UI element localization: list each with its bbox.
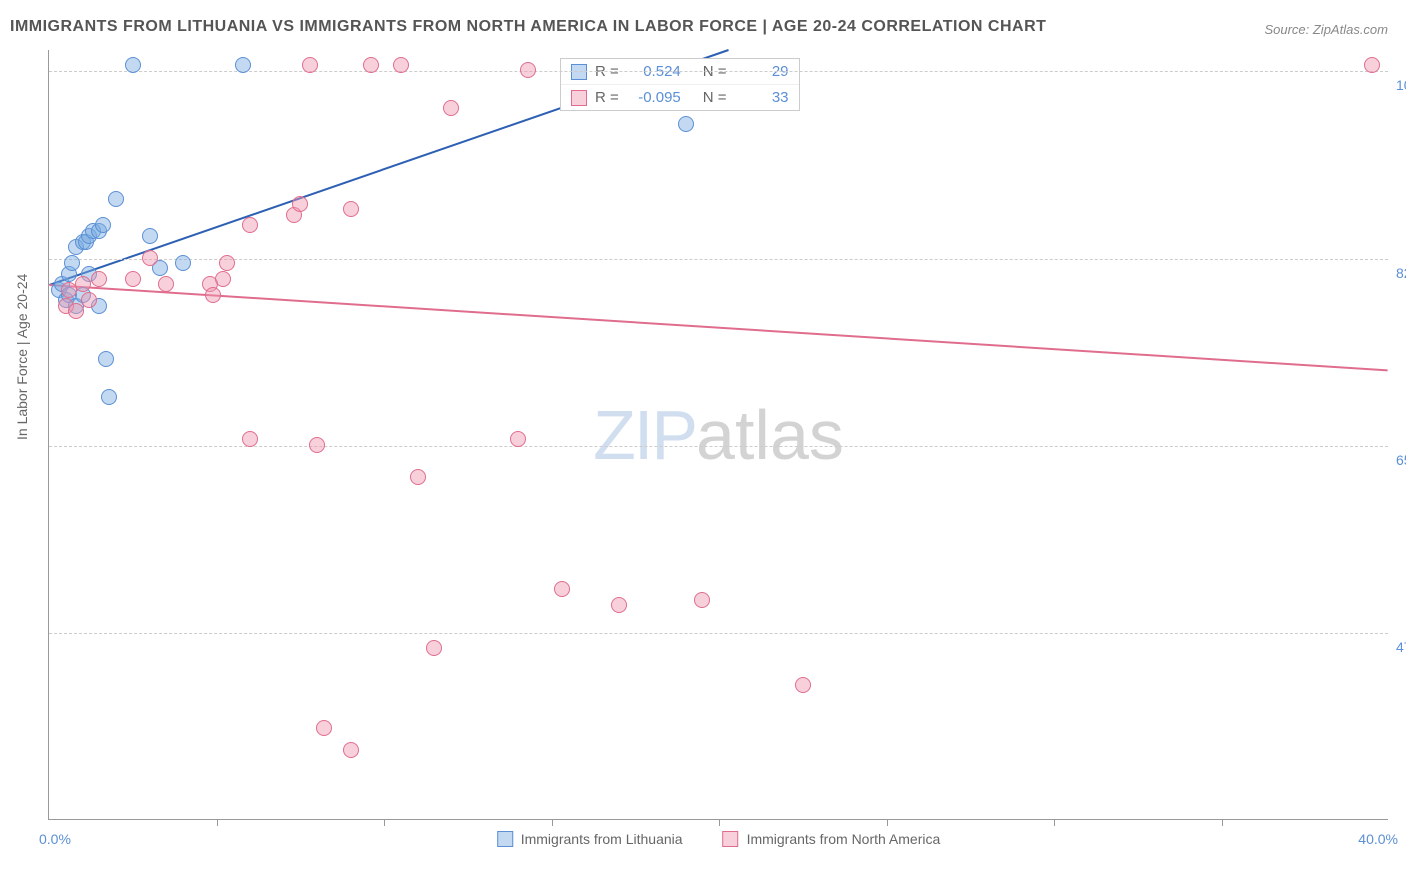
scatter-point xyxy=(64,255,80,271)
scatter-point xyxy=(426,640,442,656)
scatter-point xyxy=(205,287,221,303)
scatter-point xyxy=(142,250,158,266)
trend-line-1 xyxy=(49,285,1387,370)
scatter-point xyxy=(309,437,325,453)
scatter-point xyxy=(443,100,459,116)
source-attribution: Source: ZipAtlas.com xyxy=(1264,22,1388,37)
scatter-point xyxy=(175,255,191,271)
x-tick xyxy=(552,819,553,826)
scatter-point xyxy=(219,255,235,271)
scatter-point xyxy=(125,57,141,73)
stats-swatch-1 xyxy=(571,90,587,106)
scatter-point xyxy=(95,217,111,233)
gridline xyxy=(49,71,1388,72)
scatter-point xyxy=(125,271,141,287)
x-tick xyxy=(719,819,720,826)
gridline xyxy=(49,259,1388,260)
scatter-point xyxy=(242,431,258,447)
scatter-point xyxy=(91,271,107,287)
scatter-point xyxy=(68,303,84,319)
scatter-point xyxy=(795,677,811,693)
scatter-point xyxy=(98,351,114,367)
scatter-point xyxy=(242,217,258,233)
legend-label-0: Immigrants from Lithuania xyxy=(521,831,683,847)
x-tick xyxy=(384,819,385,826)
scatter-point xyxy=(108,191,124,207)
x-tick xyxy=(1222,819,1223,826)
scatter-point xyxy=(393,57,409,73)
scatter-point xyxy=(316,720,332,736)
legend-swatch-1 xyxy=(723,831,739,847)
scatter-point xyxy=(142,228,158,244)
y-tick-label: 100.0% xyxy=(1396,77,1406,93)
scatter-point xyxy=(611,597,627,613)
scatter-point xyxy=(235,57,251,73)
y-tick-label: 47.5% xyxy=(1396,639,1406,655)
plot-area: ZIPatlas R = 0.524 N = 29 R = -0.095 N =… xyxy=(48,50,1388,820)
scatter-point xyxy=(343,742,359,758)
scatter-point xyxy=(678,116,694,132)
x-min-label: 0.0% xyxy=(39,831,71,847)
legend: Immigrants from Lithuania Immigrants fro… xyxy=(497,831,941,847)
scatter-point xyxy=(1364,57,1380,73)
scatter-point xyxy=(520,62,536,78)
scatter-point xyxy=(215,271,231,287)
legend-item-1: Immigrants from North America xyxy=(723,831,941,847)
scatter-point xyxy=(302,57,318,73)
scatter-point xyxy=(81,292,97,308)
scatter-point xyxy=(101,389,117,405)
legend-item-0: Immigrants from Lithuania xyxy=(497,831,683,847)
y-tick-label: 82.5% xyxy=(1396,265,1406,281)
scatter-point xyxy=(694,592,710,608)
chart-container: IMMIGRANTS FROM LITHUANIA VS IMMIGRANTS … xyxy=(0,0,1406,892)
scatter-point xyxy=(510,431,526,447)
x-max-label: 40.0% xyxy=(1358,831,1398,847)
legend-label-1: Immigrants from North America xyxy=(747,831,941,847)
chart-title: IMMIGRANTS FROM LITHUANIA VS IMMIGRANTS … xyxy=(10,18,1046,36)
stats-row-1: R = -0.095 N = 33 xyxy=(561,84,799,110)
scatter-point xyxy=(75,276,91,292)
scatter-point xyxy=(363,57,379,73)
gridline xyxy=(49,633,1388,634)
scatter-point xyxy=(410,469,426,485)
x-tick xyxy=(887,819,888,826)
scatter-point xyxy=(343,201,359,217)
x-tick xyxy=(217,819,218,826)
stats-box: R = 0.524 N = 29 R = -0.095 N = 33 xyxy=(560,58,800,111)
legend-swatch-0 xyxy=(497,831,513,847)
y-axis-label: In Labor Force | Age 20-24 xyxy=(14,274,30,440)
scatter-point xyxy=(292,196,308,212)
x-tick xyxy=(1054,819,1055,826)
y-tick-label: 65.0% xyxy=(1396,452,1406,468)
scatter-point xyxy=(158,276,174,292)
scatter-point xyxy=(554,581,570,597)
